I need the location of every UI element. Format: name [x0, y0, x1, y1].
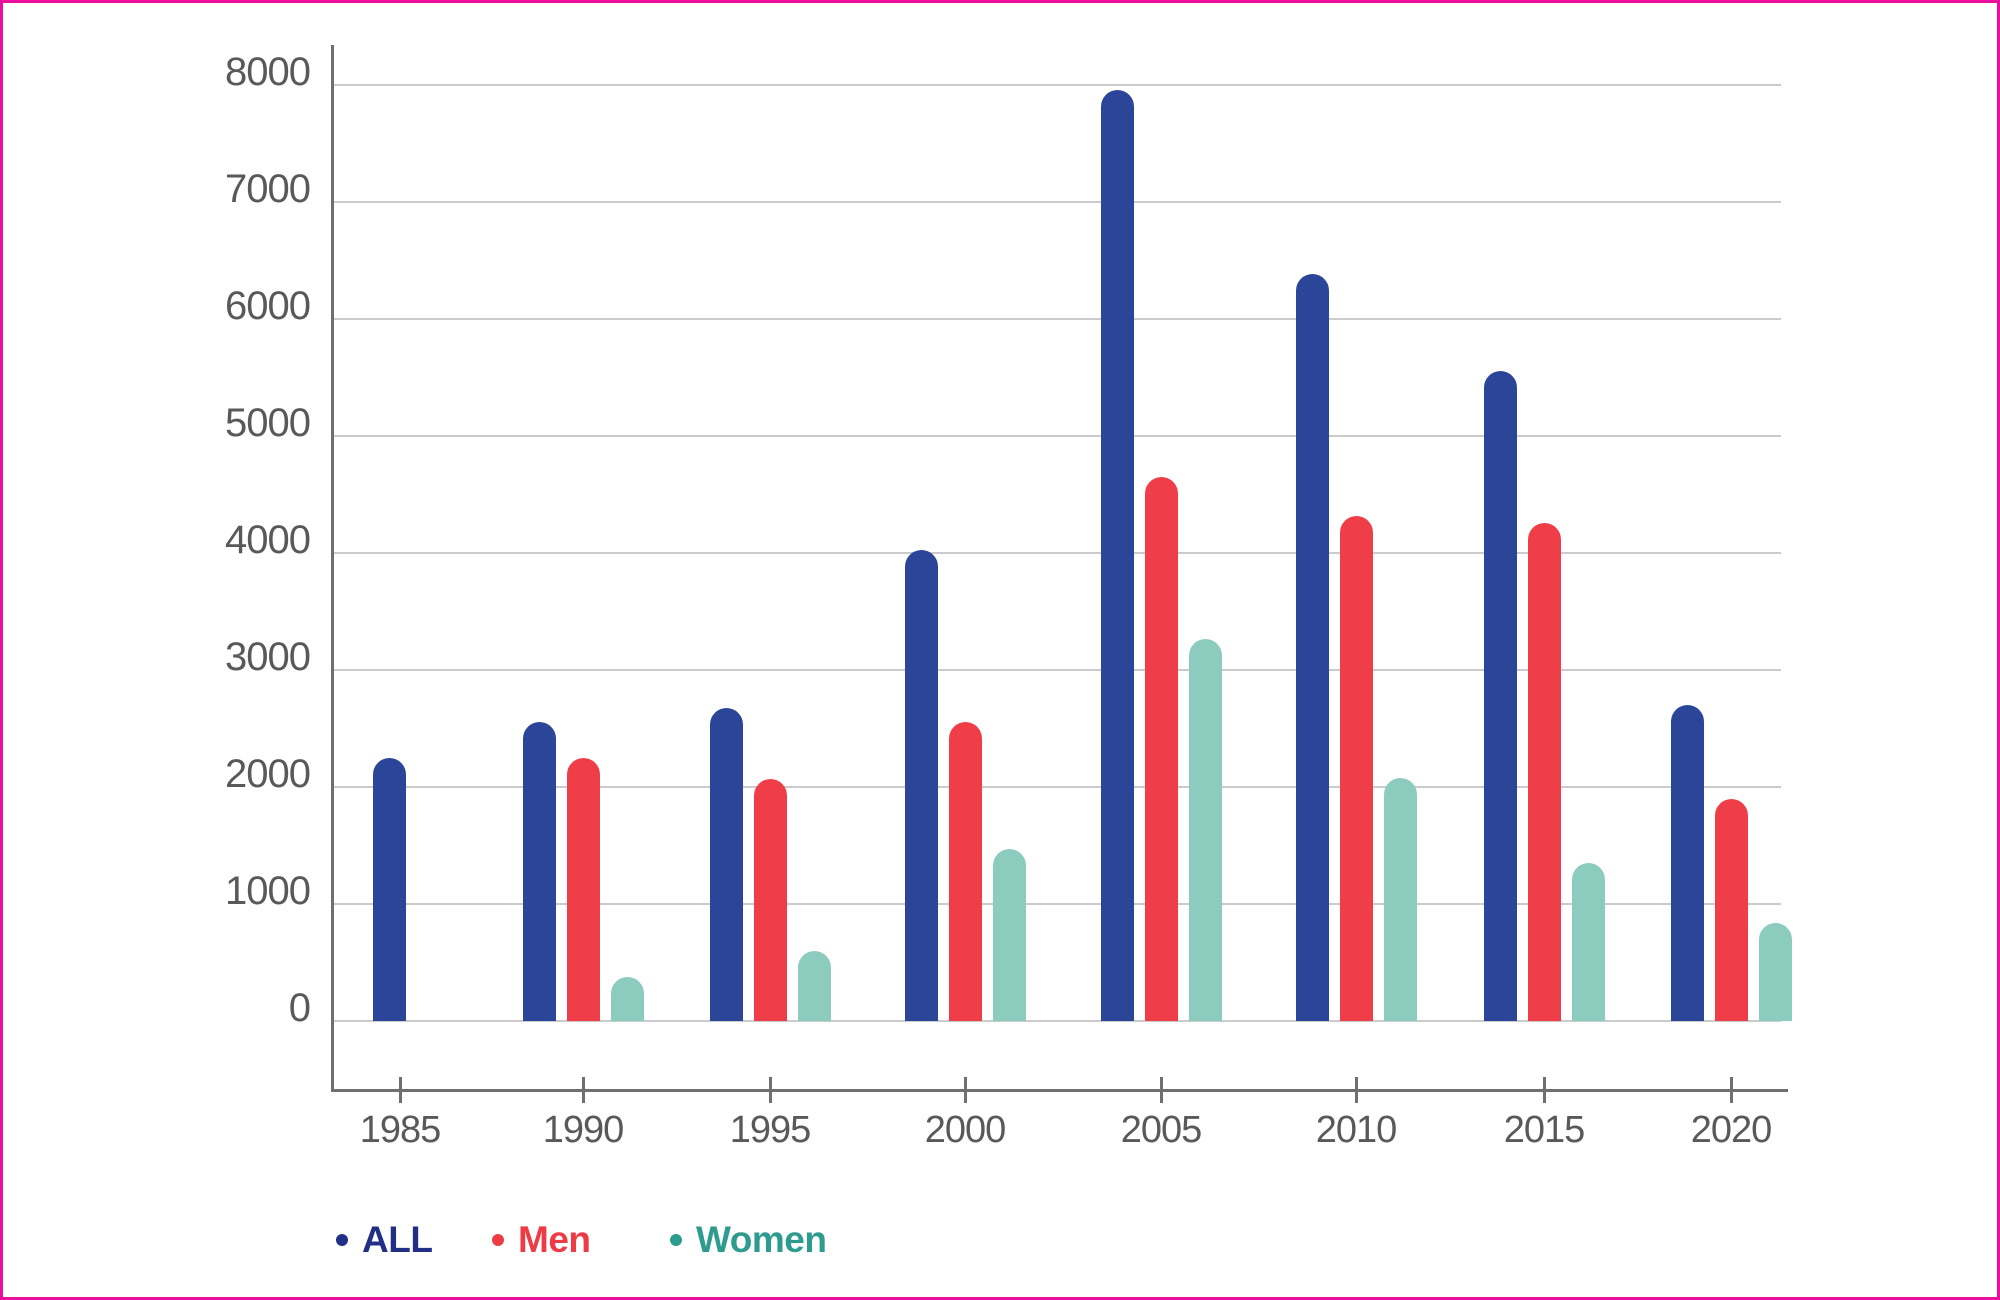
- y-axis-tick-label: 4000: [225, 518, 311, 563]
- gridline: [333, 552, 1781, 555]
- bar-men-2000: [948, 721, 982, 1021]
- bar-all-1995: [709, 707, 743, 1021]
- y-axis-tick-label: 6000: [225, 284, 311, 329]
- gridline: [333, 669, 1781, 672]
- bar-all-2020: [1670, 705, 1704, 1021]
- legend-item-women: Women: [670, 1218, 827, 1262]
- bar-women-2000: [992, 849, 1026, 1021]
- y-axis-tick-label: 0: [288, 986, 311, 1030]
- y-axis-tick-label: 1000: [225, 869, 311, 914]
- bar-men-2010: [1339, 515, 1373, 1021]
- gridline: [333, 1020, 1781, 1022]
- legend-label: ALL: [362, 1219, 433, 1260]
- gridline: [333, 84, 1781, 87]
- x-axis-tick-label: 2000: [924, 1109, 1007, 1151]
- legend-item-all: ALL: [336, 1218, 433, 1262]
- y-axis-tick-label: 3000: [225, 635, 311, 680]
- bar-women-2020: [1758, 922, 1792, 1021]
- x-axis-tick-label: 2010: [1315, 1109, 1398, 1151]
- x-axis-tick: [398, 1077, 402, 1103]
- legend-label: Men: [518, 1219, 591, 1260]
- gridline: [333, 318, 1781, 321]
- bar-women-2015: [1571, 863, 1605, 1021]
- x-axis-tick-label: 1995: [729, 1109, 812, 1151]
- x-axis-tick-label: 2015: [1503, 1109, 1586, 1151]
- x-axis-tick: [1159, 1077, 1163, 1103]
- bar-men-2005: [1144, 477, 1178, 1021]
- legend-label: Women: [696, 1219, 827, 1260]
- x-axis-tick-label: 2020: [1690, 1109, 1773, 1151]
- legend-item-men: Men: [492, 1218, 591, 1262]
- legend-dot-icon: [492, 1234, 504, 1246]
- y-axis-tick-label: 8000: [225, 50, 311, 95]
- bar-all-2000: [904, 549, 938, 1021]
- bar-men-1995: [753, 778, 787, 1021]
- bar-men-2020: [1714, 798, 1748, 1021]
- bar-all-2010: [1295, 273, 1329, 1021]
- legend-dot-icon: [670, 1234, 682, 1246]
- bar-women-1990: [610, 976, 644, 1021]
- y-axis-tick-label: 7000: [225, 167, 311, 212]
- x-axis-tick: [1354, 1077, 1358, 1103]
- bar-all-1985: [372, 757, 406, 1021]
- x-axis-tick-label: 1990: [542, 1109, 625, 1151]
- y-axis-tick-label: 5000: [225, 401, 311, 446]
- legend-dot-icon: [336, 1234, 348, 1246]
- x-axis-tick: [581, 1077, 585, 1103]
- x-axis-tick: [1542, 1077, 1546, 1103]
- x-axis-tick-label: 1985: [359, 1109, 442, 1151]
- x-axis-tick: [768, 1077, 772, 1103]
- bar-women-1995: [797, 950, 831, 1021]
- gridline: [333, 201, 1781, 204]
- bar-all-1990: [522, 721, 556, 1021]
- bar-women-2010: [1383, 777, 1417, 1021]
- bar-all-2015: [1483, 370, 1517, 1021]
- y-axis-line: [331, 45, 334, 1090]
- x-axis-tick: [1729, 1077, 1733, 1103]
- x-axis-tick-label: 2005: [1120, 1109, 1203, 1151]
- x-axis-line: [331, 1089, 1788, 1092]
- y-axis-tick-label: 2000: [225, 752, 311, 797]
- gridline: [333, 786, 1781, 789]
- bar-all-2005: [1100, 90, 1134, 1021]
- bar-men-1990: [566, 757, 600, 1021]
- gridline: [333, 903, 1781, 906]
- bar-men-2015: [1527, 522, 1561, 1021]
- gridline: [333, 435, 1781, 438]
- x-axis-tick: [963, 1077, 967, 1103]
- bar-women-2005: [1188, 638, 1222, 1021]
